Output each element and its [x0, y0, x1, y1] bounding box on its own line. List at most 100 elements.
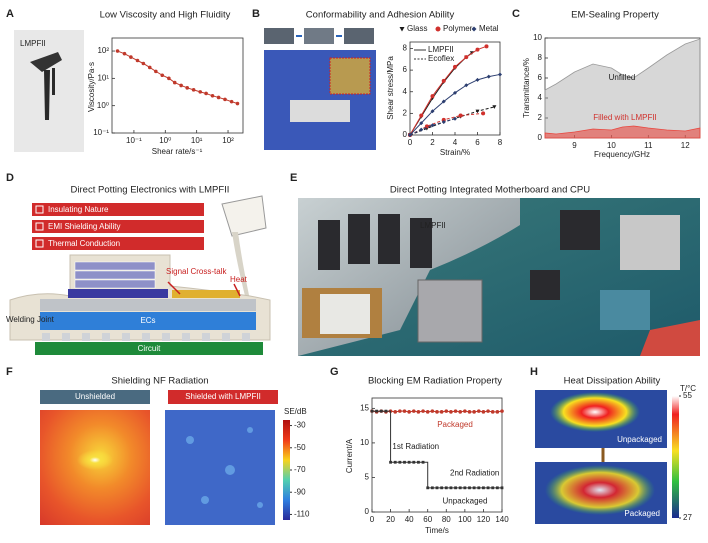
data-point	[179, 83, 183, 88]
x-tick-label: 8	[498, 138, 503, 147]
data-point	[147, 65, 152, 70]
y-tick-label: 5	[365, 473, 370, 482]
legend-marker	[471, 26, 477, 32]
hot-region	[550, 392, 640, 432]
data-point	[439, 410, 444, 414]
x-tick-label: 0	[408, 138, 413, 147]
area	[544, 125, 701, 139]
legend-marker	[435, 26, 441, 32]
heatmap	[165, 410, 275, 525]
data-point	[484, 44, 489, 49]
data-point	[204, 91, 208, 96]
x-tick-label: 6	[475, 138, 480, 147]
data-point	[458, 113, 463, 118]
data-point	[463, 409, 467, 413]
x-tick-label: 10¹	[191, 136, 203, 145]
data-point	[467, 410, 472, 414]
spoon	[30, 52, 62, 72]
y-axis-label: Transmittance/%	[522, 58, 531, 118]
data-point	[223, 97, 227, 102]
data-point	[464, 83, 469, 88]
data-point	[475, 109, 480, 114]
image-label: LMPFII	[20, 39, 46, 48]
data-point	[486, 409, 490, 413]
data-point	[441, 117, 446, 122]
y-tick-label: 2	[403, 108, 408, 117]
x-tick-label: 2	[430, 138, 435, 147]
data-point	[421, 460, 425, 464]
data-point	[141, 61, 146, 66]
panel-letter: E	[290, 172, 297, 184]
data-point	[154, 69, 158, 74]
data-point	[398, 460, 402, 464]
x-tick-label: 10	[607, 141, 616, 150]
data-point	[172, 80, 177, 85]
molds	[264, 28, 374, 44]
colorbar-tick-label: -30	[294, 421, 306, 430]
data-point	[402, 409, 407, 413]
data-point	[472, 486, 476, 490]
data-point	[449, 486, 453, 490]
data-point	[476, 409, 481, 413]
feature: EMI Shielding Ability	[48, 222, 120, 231]
y-tick-label: 10¹	[97, 73, 109, 82]
x-axis-label: Shear rate/s⁻¹	[152, 147, 203, 156]
data-point	[407, 460, 411, 464]
feature-list: Insulating Nature EMI Shielding Ability …	[32, 203, 204, 250]
x-axis-label: Frequency/GHz	[594, 150, 650, 159]
x-tick-label: 10²	[222, 136, 234, 145]
panel-title: Direct Potting Electronics with LMPFII	[71, 185, 230, 196]
data-point	[407, 410, 411, 414]
y-tick-label: 4	[403, 87, 408, 96]
data-point	[491, 486, 495, 490]
data-point	[495, 486, 499, 490]
panel-letter: A	[6, 8, 14, 20]
y-tick-label: 10	[533, 33, 542, 42]
data-point	[435, 486, 439, 490]
y-tick-label: 10⁻¹	[93, 128, 109, 137]
panel-title: Shielding NF Radiation	[111, 376, 208, 387]
y-tick-label: 10²	[97, 46, 109, 55]
x-tick-label: 140	[495, 515, 509, 524]
data-point	[430, 486, 434, 490]
data-point	[419, 121, 424, 126]
panel-letter: G	[330, 366, 339, 378]
data-point	[421, 409, 425, 413]
colorbar-tick-label: 27	[683, 513, 692, 522]
data-point	[417, 460, 420, 464]
y-axis-label: Shear stress/MPa	[386, 56, 395, 120]
data-point	[419, 113, 424, 118]
panel-letter: H	[530, 366, 538, 378]
panel-title: EM-Sealing Property	[571, 10, 659, 21]
data-point	[408, 133, 412, 137]
data-line	[409, 45, 487, 136]
panel-title: Conformability and Adhesion Ability	[306, 10, 455, 21]
data-point	[398, 409, 402, 413]
data-point	[384, 409, 388, 413]
tab	[40, 390, 150, 404]
data-point	[411, 409, 416, 413]
panel-title: Blocking EM Radiation Property	[368, 376, 502, 387]
y-tick-label: 15	[360, 403, 369, 412]
colorbar-label: SE/dB	[284, 407, 307, 416]
data-point	[425, 410, 430, 414]
data-point	[403, 460, 406, 464]
legend-label: Polymer	[443, 24, 473, 33]
annotation: Heat	[230, 275, 248, 284]
data-point	[492, 105, 497, 109]
tab-label: Shielded with LMPFII	[185, 392, 261, 401]
data-point	[389, 460, 392, 464]
hotspot	[77, 450, 113, 470]
image-label: Unpackaged	[617, 435, 662, 444]
series-label: Packaged	[437, 420, 473, 429]
panel-letter: B	[252, 8, 260, 20]
data-point	[115, 49, 120, 53]
data-line	[117, 50, 238, 104]
data-point	[129, 55, 133, 59]
legend-label: Glass	[407, 24, 427, 33]
colorbar-tick-label: -50	[294, 443, 306, 452]
y-tick-label: 8	[538, 53, 543, 62]
data-point	[464, 55, 469, 60]
y-tick-label: 0	[403, 130, 408, 139]
annotation: 2nd Radiation	[450, 468, 499, 477]
